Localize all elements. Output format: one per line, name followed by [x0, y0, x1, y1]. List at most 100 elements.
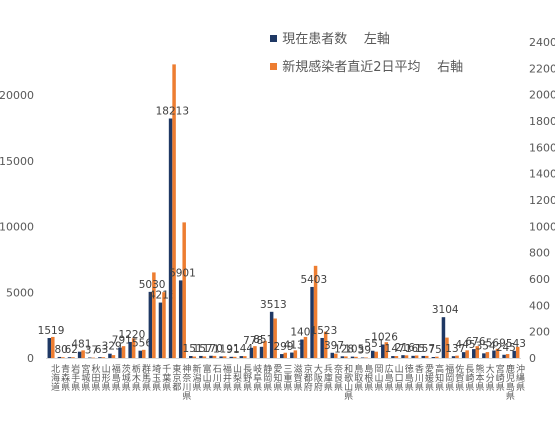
- bar-new: [495, 348, 500, 358]
- category-label: 群馬県: [140, 363, 151, 392]
- right-tick-label: 200: [529, 326, 550, 339]
- bar-new: [404, 355, 409, 358]
- data-label: 39: [358, 344, 371, 356]
- bar-new: [323, 331, 328, 358]
- category-label: 栃木県: [130, 363, 141, 392]
- right-tick-label: 1400: [529, 168, 555, 181]
- bar-current: [502, 354, 506, 358]
- category-label: 山口県: [393, 364, 404, 392]
- bar-new: [384, 342, 389, 358]
- bar-current: [118, 347, 122, 358]
- data-label: 151: [183, 343, 203, 355]
- bar-current: [98, 357, 102, 358]
- bar-new: [313, 265, 318, 358]
- bar-new: [91, 357, 95, 359]
- legend-current-label: 現在患者数: [282, 32, 348, 47]
- bar-current: [370, 350, 375, 358]
- data-label: 63: [95, 344, 108, 356]
- category-label: 宮城県: [79, 363, 90, 392]
- bar-new: [485, 352, 490, 358]
- bar-current: [138, 350, 143, 358]
- bar-current: [77, 351, 82, 358]
- legend-current-swatch: [270, 35, 278, 42]
- bar-new: [101, 357, 106, 358]
- bar-current: [401, 355, 405, 358]
- category-label: 広島県: [383, 363, 394, 392]
- category-label: 大阪府: [312, 363, 323, 392]
- bar-new: [303, 336, 308, 358]
- bar-current: [350, 356, 355, 358]
- bar-current: [512, 350, 516, 358]
- category-label: 山形県: [100, 364, 111, 392]
- bar-current: [330, 352, 335, 358]
- bar-current: [108, 353, 112, 358]
- right-tick-label: 800: [529, 247, 550, 260]
- bar-new: [152, 272, 156, 358]
- data-label: 144: [233, 343, 253, 355]
- category-label: 岡山県: [372, 364, 383, 392]
- data-label: 147: [385, 343, 405, 355]
- data-label: 170: [203, 343, 223, 355]
- data-label: 397: [324, 340, 344, 352]
- bar-new: [121, 346, 126, 358]
- bar-current: [158, 302, 163, 358]
- data-label: 18213: [156, 105, 189, 117]
- bar-current: [290, 352, 294, 358]
- category-label: 沖縄県: [514, 363, 525, 392]
- bar-current: [340, 356, 345, 358]
- bar-new: [455, 355, 459, 358]
- data-label: 75: [428, 344, 441, 356]
- data-label: 791: [112, 335, 132, 347]
- bar-new: [202, 356, 207, 358]
- bar-current: [360, 357, 365, 358]
- bar-new: [81, 350, 85, 358]
- bar-new: [293, 350, 298, 358]
- data-label: 445: [455, 339, 475, 351]
- bar-new: [263, 340, 267, 358]
- data-label: 157: [193, 343, 213, 355]
- bar-new: [172, 64, 176, 358]
- data-label: 216: [395, 342, 415, 354]
- category-label: 三重県: [282, 364, 293, 392]
- category-label: 兵庫県: [322, 363, 333, 392]
- bar-new: [465, 350, 469, 358]
- category-label: 青森県: [59, 363, 70, 392]
- bar-current: [178, 280, 183, 358]
- category-label: 新潟県: [191, 363, 202, 392]
- category-label: 福島県: [110, 363, 121, 392]
- right-tick-label: 1200: [529, 194, 555, 207]
- data-label: 165: [405, 343, 425, 355]
- right-tick-label: 600: [529, 273, 550, 286]
- bar-new: [435, 356, 439, 358]
- right-tick-label: 0: [529, 352, 536, 365]
- left-tick-label: 0: [27, 352, 34, 365]
- bar-new: [192, 356, 197, 358]
- data-label: 245: [496, 342, 516, 354]
- data-label: 1519: [38, 325, 65, 337]
- bar-new: [253, 346, 257, 358]
- right-tick-label: 1000: [529, 220, 555, 233]
- data-label: 3513: [260, 299, 287, 311]
- bar-current: [57, 356, 62, 358]
- legend-current-axis: 左軸: [363, 32, 390, 47]
- right-tick-label: 2000: [529, 89, 555, 102]
- bar-new: [414, 355, 419, 358]
- bar-current: [209, 355, 213, 358]
- bar-new: [182, 222, 186, 358]
- left-tick-label: 5000: [6, 286, 34, 299]
- bar-current: [219, 356, 223, 358]
- bar-new: [354, 356, 358, 358]
- data-label: 413: [284, 340, 304, 352]
- bar-current: [168, 118, 173, 358]
- category-label: 北海道: [49, 364, 60, 392]
- bar-new: [222, 356, 227, 358]
- category-label: 東京都: [170, 363, 181, 392]
- category-label: 愛媛県: [423, 363, 434, 392]
- bar-new: [51, 336, 55, 358]
- category-label: 富山県: [201, 363, 212, 392]
- bar-current: [441, 317, 446, 358]
- right-tick-label: 1800: [529, 115, 555, 128]
- bar-current: [67, 357, 72, 358]
- bar-new: [232, 356, 237, 358]
- data-label: 5030: [139, 279, 166, 291]
